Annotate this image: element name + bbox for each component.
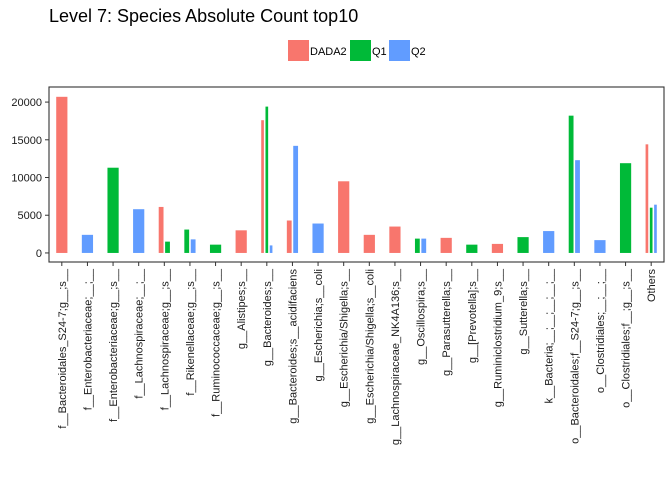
x-tick-label: f__Bacteroidales_S24-7;g__;s__ bbox=[57, 268, 69, 428]
legend-label-dada2: DADA2 bbox=[310, 46, 347, 58]
x-tick-label: f__Rikenellaceae;g__;s__ bbox=[185, 268, 197, 395]
x-tick-label: o__Bacteroidales;f__S24-7;g__;s__ bbox=[569, 268, 581, 444]
legend-swatch-q2 bbox=[389, 40, 410, 61]
bar-q2-23 bbox=[654, 204, 657, 253]
x-axis: f__Bacteroidales_S24-7;g__;s__ f__Enterob… bbox=[57, 262, 658, 445]
bar-q1-22 bbox=[619, 163, 632, 253]
x-tick-label: g__Parasutterella;s__ bbox=[441, 268, 453, 376]
bar-q2-10 bbox=[312, 223, 324, 253]
bar-dada2-12 bbox=[363, 234, 375, 253]
x-tick-label: g__Escherichia;s__coli bbox=[313, 269, 325, 382]
bar-dada2-17 bbox=[491, 243, 504, 253]
y-axis: 0 5000 10000 15000 20000 bbox=[11, 97, 49, 260]
x-tick-label: g__Bacteroides;s__ bbox=[262, 268, 274, 366]
bar-q1-2 bbox=[107, 167, 119, 253]
legend-label-q2: Q2 bbox=[411, 46, 426, 58]
x-tick-label: g__Oscillospira;s__ bbox=[416, 268, 428, 365]
bar-q1-6 bbox=[209, 244, 222, 253]
x-tick-label: g__Alistipes;s__ bbox=[236, 268, 248, 349]
bar-dada2-8 bbox=[261, 120, 264, 253]
bar-q1-20 bbox=[568, 115, 574, 253]
bar-dada2-13 bbox=[389, 226, 401, 253]
legend-label-q1: Q1 bbox=[372, 46, 387, 58]
bar-q1-8 bbox=[265, 106, 269, 253]
x-tick-label: f__Lachnospiraceae;g__;s__ bbox=[159, 268, 171, 410]
bar-q2-19 bbox=[543, 231, 555, 253]
x-tick-label: f__Enterobacteriaceae;__;__ bbox=[82, 268, 94, 410]
x-tick-label: o__Clostridiales;f__;g__;s__ bbox=[621, 268, 633, 408]
bar-dada2-15 bbox=[440, 237, 452, 253]
bar-dada2-11 bbox=[338, 181, 350, 253]
bar-dada2-23 bbox=[645, 144, 649, 253]
bar-q1-4 bbox=[165, 241, 170, 253]
bar-q1-23 bbox=[649, 207, 653, 253]
x-tick-label: g__Escherichia/Shigella;s__coli bbox=[364, 269, 376, 424]
bar-q2-20 bbox=[575, 160, 580, 253]
y-tick-label: 10000 bbox=[11, 173, 42, 185]
bar-q2-1 bbox=[81, 234, 94, 253]
chart-title: Level 7: Species Absolute Count top10 bbox=[49, 6, 358, 26]
x-tick-label: f__Enterobacteriaceae;g__;s__ bbox=[108, 268, 120, 422]
bar-dada2-0 bbox=[56, 96, 68, 253]
x-tick-label: o__Clostridiales;__;__;__ bbox=[595, 268, 607, 393]
bar-dada2-9 bbox=[286, 220, 292, 253]
legend: DADA2 Q1 Q2 bbox=[288, 40, 426, 61]
x-tick-label: f__Lachnospiraceae;__;__ bbox=[134, 268, 146, 399]
x-tick-label: f__Ruminococcaceae;g__;s__ bbox=[211, 268, 223, 417]
x-tick-label: g__Ruminiclostridium_9;s__ bbox=[492, 268, 504, 407]
x-tick-label: Others bbox=[646, 269, 658, 303]
bar-q2-14 bbox=[421, 238, 427, 253]
y-tick-label: 15000 bbox=[11, 135, 42, 147]
x-tick-label: g__Sutterella;s__ bbox=[518, 268, 530, 354]
x-tick-label: g__Bacteroides;s__acidifaciens bbox=[287, 269, 299, 424]
x-tick-label: g__[Prevotella];s__ bbox=[467, 268, 479, 363]
legend-swatch-dada2 bbox=[288, 40, 309, 61]
bar-q2-5 bbox=[190, 239, 196, 253]
legend-swatch-q1 bbox=[350, 40, 371, 61]
bar-q2-21 bbox=[594, 240, 606, 253]
bar-q2-3 bbox=[133, 209, 145, 253]
x-tick-label: k__Bacteria;__;__;__;__;__ bbox=[544, 268, 556, 403]
x-tick-label: g__Escherichia/Shigella;s__ bbox=[339, 268, 351, 407]
bar-dada2-7 bbox=[235, 230, 247, 253]
plot-panel-border bbox=[48, 86, 665, 263]
x-tick-label: g__Lachnospiraceae_NK4A136;s__ bbox=[390, 268, 402, 445]
bar-q2-9 bbox=[293, 145, 299, 253]
bar-q1-14 bbox=[414, 238, 420, 253]
bar-dada2-4 bbox=[158, 206, 164, 253]
y-tick-label: 0 bbox=[36, 248, 42, 260]
y-tick-label: 20000 bbox=[11, 97, 42, 109]
bar-q2-8 bbox=[269, 245, 273, 253]
bars-group bbox=[56, 96, 657, 253]
bar-q1-18 bbox=[517, 237, 529, 253]
bar-q1-16 bbox=[466, 244, 478, 253]
bar-q1-5 bbox=[184, 229, 190, 253]
y-tick-label: 5000 bbox=[18, 210, 42, 222]
